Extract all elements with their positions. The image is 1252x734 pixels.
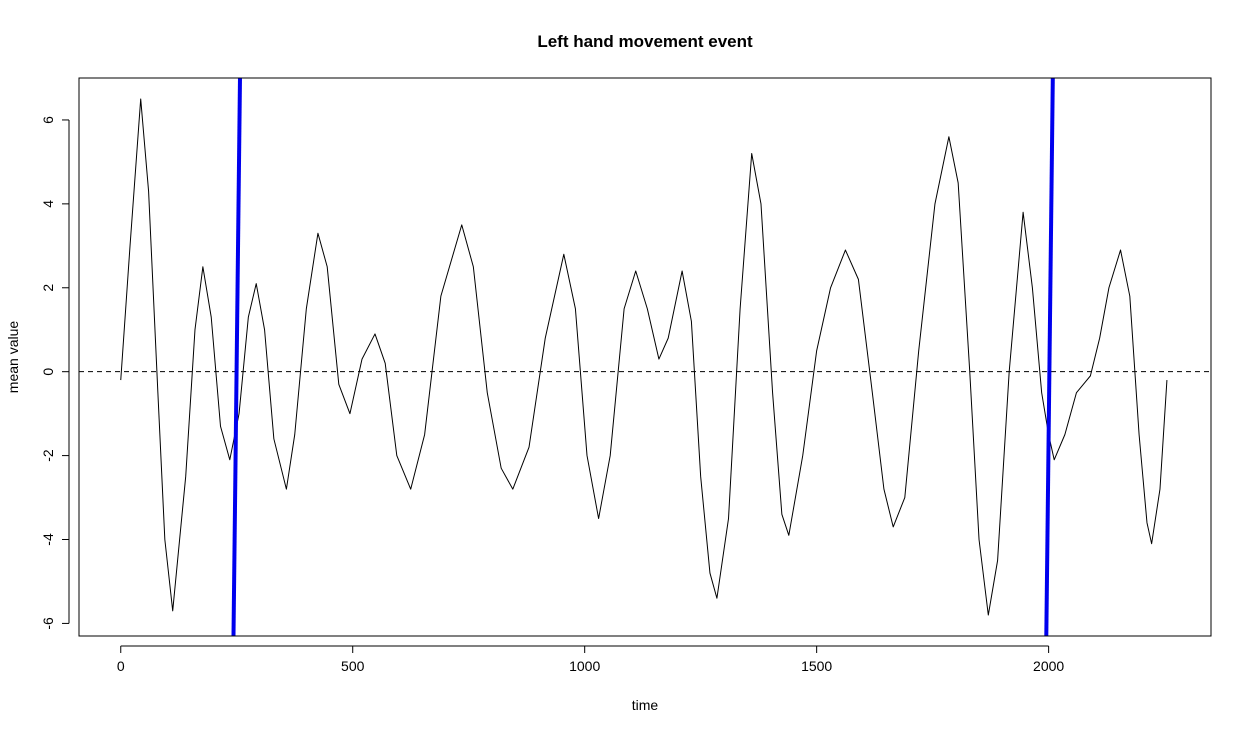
signal-line: [120, 98, 1168, 616]
event-marker-line-1: [231, 78, 242, 636]
y-axis-label: mean value: [5, 321, 21, 394]
event-marker-line-2: [1044, 78, 1055, 636]
y-tick-label: 0: [40, 368, 56, 376]
x-tick-label: 1000: [569, 658, 600, 674]
y-tick-label: 4: [40, 200, 56, 208]
y-tick-label: 2: [40, 284, 56, 292]
axes: 0 500 1000 1500 2000 -6 -4 -2 0 2 4 6: [40, 116, 1064, 674]
x-tick-label: 500: [341, 658, 365, 674]
series-group: [79, 78, 1211, 636]
chart-title: Left hand movement event: [537, 32, 753, 51]
plot-area: [79, 78, 1211, 636]
x-tick-label: 2000: [1033, 658, 1064, 674]
y-tick-label: -4: [40, 533, 56, 546]
x-axis-label: time: [632, 697, 659, 713]
x-tick-label: 0: [117, 658, 125, 674]
y-tick-label: -2: [40, 449, 56, 462]
x-tick-label: 1500: [801, 658, 832, 674]
plot-frame: [78, 77, 1212, 637]
y-tick-label: -6: [40, 617, 56, 630]
y-tick-label: 6: [40, 116, 56, 124]
